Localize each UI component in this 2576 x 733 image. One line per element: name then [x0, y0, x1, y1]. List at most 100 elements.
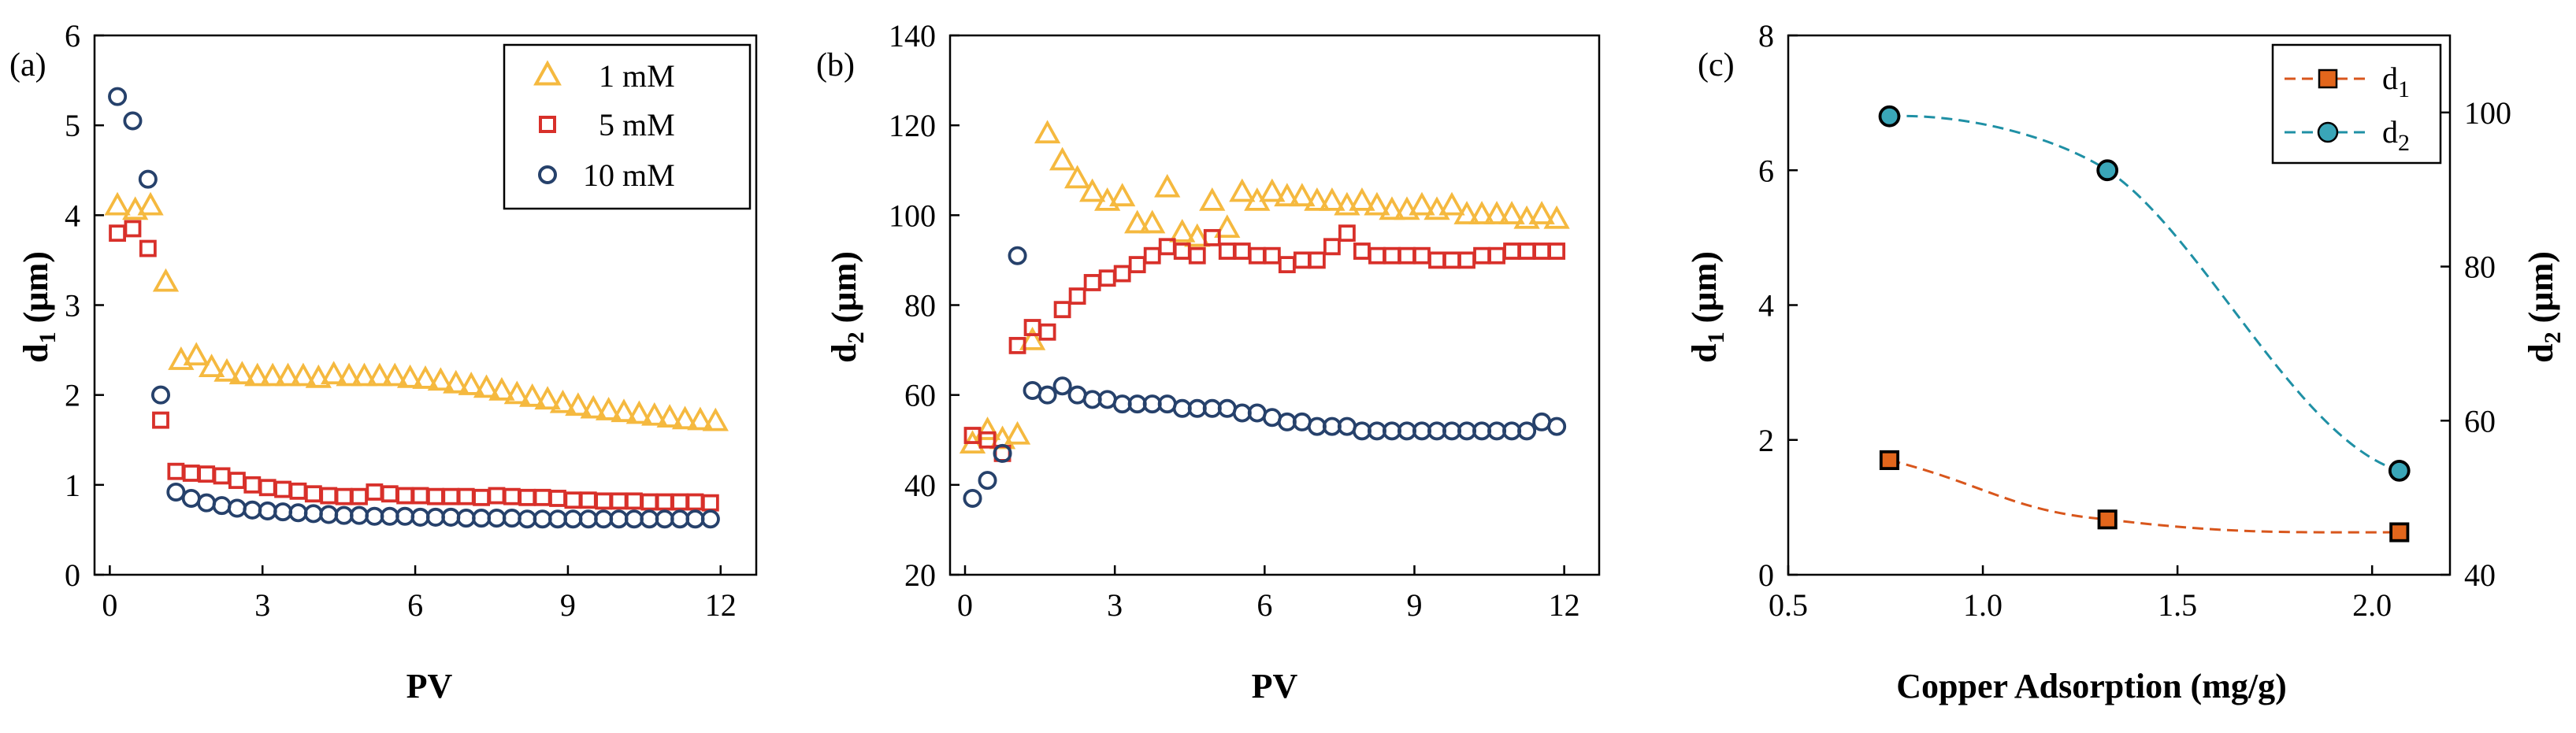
data-point-10-mm: [181, 488, 201, 508]
data-point-5-mm: [457, 487, 475, 505]
legend-marker-10mm: [538, 165, 557, 184]
data-point-1-mm: [1319, 187, 1346, 211]
data-point-1-mm: [1199, 187, 1226, 211]
data-point-1-mm: [213, 357, 240, 382]
data-point-5-mm: [1218, 242, 1236, 260]
data-point-1-mm: [122, 196, 149, 220]
data-point-1-mm: [1304, 187, 1331, 211]
data-point-10-mm: [1517, 421, 1537, 441]
y-tick-label: 120: [889, 108, 936, 143]
y2-tick-label: 60: [2464, 403, 2496, 439]
data-point-10-mm: [380, 506, 399, 526]
data-point-10-mm: [441, 507, 461, 527]
data-point-1-mm: [1109, 183, 1136, 207]
data-point-5-mm: [1143, 246, 1161, 265]
data-point-5-mm: [625, 492, 643, 510]
data-point-5-mm: [304, 485, 322, 503]
data-point-10-mm: [425, 507, 445, 527]
series-line-d1: [1889, 458, 2400, 534]
x-tick-label: 0: [957, 587, 973, 623]
data-point-5-mm: [1128, 256, 1146, 274]
data-point-5-mm: [1338, 224, 1356, 242]
data-point-1-mm: [503, 380, 530, 405]
x-tick-label: 12: [705, 587, 737, 623]
data-point-1-mm: [625, 400, 653, 424]
x-tick-label: 9: [1406, 587, 1422, 623]
data-point-1-mm: [1019, 326, 1046, 350]
data-point-5-mm: [1188, 246, 1206, 265]
data-point-d1: [2389, 522, 2410, 542]
data-point-10-mm: [547, 509, 568, 529]
data-point-5-mm: [1248, 246, 1266, 265]
data-point-5-mm: [1068, 287, 1086, 305]
y-tick-label: 6: [1758, 153, 1774, 188]
data-point-10-mm: [197, 493, 217, 513]
x-tick-label: 9: [560, 587, 576, 623]
data-point-1-mm: [274, 362, 302, 387]
data-point-1-mm: [152, 268, 180, 292]
data-point-5-mm: [549, 490, 566, 507]
y-tick-label: 3: [65, 288, 80, 324]
data-point-1-mm: [1154, 173, 1181, 198]
data-point-1-mm: [1513, 205, 1540, 229]
data-point-5-mm: [411, 487, 429, 505]
data-point-1-mm: [702, 407, 729, 431]
data-point-10-mm: [108, 87, 128, 106]
panel-a-x-axis-title: PV: [406, 667, 453, 705]
data-point-5-mm: [1323, 238, 1341, 256]
data-point-1-mm: [1004, 420, 1031, 445]
x-tick-label: 1.0: [1963, 587, 2003, 623]
data-point-5-mm: [1008, 336, 1026, 354]
data-point-1-mm: [1169, 218, 1196, 242]
data-point-1-mm: [427, 367, 455, 391]
data-point-5-mm: [978, 431, 997, 449]
y-tick-label: 2: [65, 378, 80, 413]
panel-c-y-axis-title: d1 (µm): [1685, 251, 1729, 363]
data-point-5-mm: [351, 487, 368, 505]
legend-label-d1: d1: [2382, 61, 2410, 102]
data-point-1-mm: [1423, 196, 1450, 220]
data-point-5-mm: [1203, 228, 1221, 246]
data-point-1-mm: [1543, 205, 1570, 229]
data-point-1-mm: [1259, 178, 1286, 202]
data-point-10-mm: [365, 506, 384, 526]
data-point-1-mm: [519, 383, 546, 407]
data-point-5-mm: [442, 487, 460, 505]
data-point-5-mm: [274, 480, 291, 498]
data-point-5-mm: [1473, 246, 1490, 265]
data-point-1-mm: [321, 361, 347, 385]
data-point-10-mm: [685, 509, 705, 529]
data-point-5-mm: [1038, 323, 1056, 341]
data-point-1-mm: [228, 361, 256, 385]
legend-item-1mm: 1 mM: [533, 58, 675, 94]
data-point-5-mm: [640, 493, 659, 511]
data-point-10-mm: [655, 509, 674, 529]
data-point-10-mm: [978, 471, 997, 491]
data-point-10-mm: [138, 169, 158, 189]
data-point-10-mm: [487, 509, 507, 528]
x-tick-label: 12: [1549, 587, 1580, 623]
data-point-5-mm: [1428, 251, 1446, 269]
data-point-1-mm: [351, 362, 378, 387]
data-point-1-mm: [1184, 223, 1211, 247]
data-point-1-mm: [1289, 183, 1316, 207]
data-point-5-mm: [213, 467, 231, 485]
data-point-1-mm: [1379, 196, 1405, 220]
data-point-5-mm: [1488, 246, 1505, 265]
data-point-5-mm: [1398, 246, 1416, 265]
data-point-5-mm: [1233, 242, 1251, 260]
legend-item-d1: d1: [2285, 61, 2410, 102]
data-point-5-mm: [1518, 242, 1536, 260]
data-point-1-mm: [1139, 209, 1166, 234]
data-point-10-mm: [166, 482, 186, 502]
y-tick-label: 60: [904, 378, 936, 413]
data-point-1-mm: [565, 392, 592, 416]
x-tick-label: 3: [254, 587, 270, 623]
panel-c-x-axis-title: Copper Adsorption (mg/g): [1896, 667, 2286, 705]
data-point-1-mm: [1528, 201, 1555, 224]
data-point-1-mm: [687, 406, 714, 431]
data-point-1-mm: [1364, 191, 1390, 216]
data-point-1-mm: [104, 191, 131, 216]
panel-a-letter: (a): [9, 47, 46, 83]
data-point-1-mm: [412, 365, 439, 389]
